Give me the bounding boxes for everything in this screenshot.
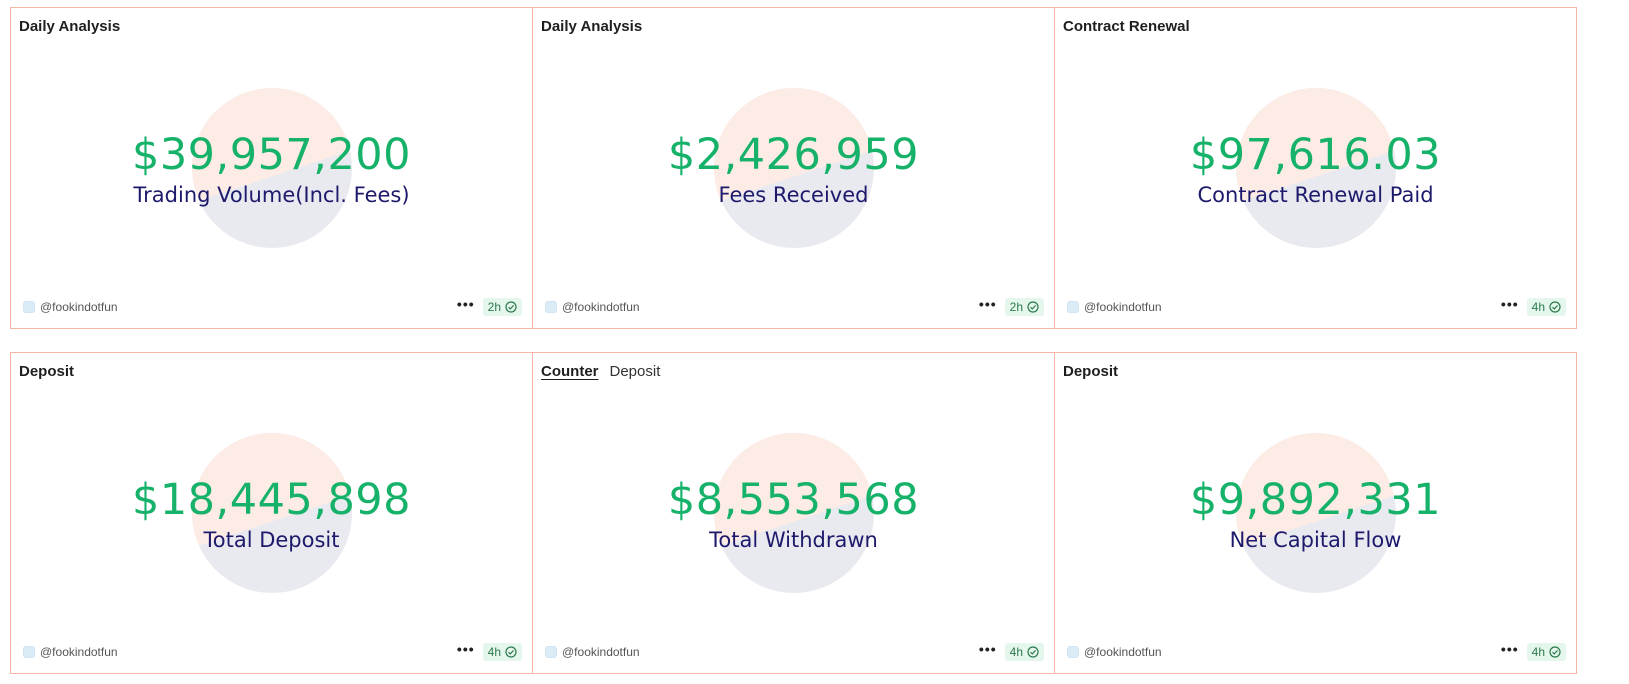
counter-card-total-withdrawn: Counter Deposit $8,553,568 Total Withdra… [532,352,1055,674]
author-link[interactable]: @fookindotfun [1067,645,1162,659]
check-circle-icon [1549,301,1561,313]
card-header: Daily Analysis [541,18,642,35]
counter-label: Contract Renewal Paid [1197,183,1434,207]
counter-card-total-deposit: Deposit $18,445,898 Total Deposit @fooki… [10,352,533,674]
card-header: Deposit [19,363,74,380]
avatar [545,301,557,313]
refresh-badge[interactable]: 2h [482,298,522,316]
card-title: Deposit [19,363,75,380]
card-meta: ••• 2h [978,296,1044,316]
refresh-interval: 2h [487,300,501,314]
card-footer: @fookindotfun ••• 4h [1067,297,1566,317]
check-circle-icon [1549,646,1561,658]
refresh-badge[interactable]: 4h [1004,643,1044,661]
refresh-interval: 4h [1009,645,1023,659]
refresh-badge[interactable]: 4h [1526,298,1566,316]
counter-card-net-capital-flow: Deposit $9,892,331 Net Capital Flow @foo… [1054,352,1577,674]
author-name: @fookindotfun [40,300,118,314]
counter: $2,426,959 Fees Received [533,130,1054,208]
card-meta: ••• 4h [978,641,1044,661]
check-circle-icon [505,301,517,313]
card-title: Deposit [1063,363,1119,380]
author-name: @fookindotfun [40,645,118,659]
refresh-badge[interactable]: 2h [1004,298,1044,316]
avatar [1067,301,1079,313]
check-circle-icon [1027,646,1039,658]
refresh-interval: 4h [1531,645,1545,659]
author-link[interactable]: @fookindotfun [545,300,640,314]
more-horizontal-icon[interactable]: ••• [1500,641,1519,657]
refresh-interval: 4h [487,645,501,659]
card-title: Daily Analysis [19,18,121,35]
author-name: @fookindotfun [562,300,640,314]
counter-label: Net Capital Flow [1229,528,1402,552]
refresh-badge[interactable]: 4h [1526,643,1566,661]
author-link[interactable]: @fookindotfun [1067,300,1162,314]
background-disc-icon [714,88,874,248]
card-meta: ••• 2h [456,296,522,316]
check-circle-icon [505,646,517,658]
card-meta: ••• 4h [1500,641,1566,661]
counter-value: $97,616.03 [1189,130,1442,180]
card-footer: @fookindotfun ••• 4h [23,642,522,662]
background-disc-icon [1236,88,1396,248]
card-meta: ••• 4h [456,641,522,661]
refresh-interval: 2h [1009,300,1023,314]
counter-label: Trading Volume(Incl. Fees) [133,183,410,207]
avatar [23,646,35,658]
refresh-interval: 4h [1531,300,1545,314]
card-footer: @fookindotfun ••• 2h [23,297,522,317]
refresh-badge[interactable]: 4h [482,643,522,661]
card-meta: ••• 4h [1500,296,1566,316]
author-name: @fookindotfun [1084,300,1162,314]
card-title: Daily Analysis [541,18,643,35]
counter-value: $39,957,200 [131,130,412,180]
counter-card-trading-volume: Daily Analysis $39,957,200 Trading Volum… [10,7,533,329]
card-header: Daily Analysis [19,18,120,35]
background-disc-icon [714,433,874,593]
counter: $97,616.03 Contract Renewal Paid [1055,130,1576,208]
card-header: Deposit [1063,363,1118,380]
more-horizontal-icon[interactable]: ••• [1500,296,1519,312]
counter: $39,957,200 Trading Volume(Incl. Fees) [11,130,532,208]
more-horizontal-icon[interactable]: ••• [978,296,997,312]
check-circle-icon [1027,301,1039,313]
more-horizontal-icon[interactable]: ••• [456,296,475,312]
author-link[interactable]: @fookindotfun [23,645,118,659]
avatar [23,301,35,313]
counter-label: Fees Received [718,183,869,207]
author-link[interactable]: @fookindotfun [23,300,118,314]
card-header: Counter Deposit [541,363,660,380]
counter-label: Total Deposit [203,528,340,552]
counter-value: $8,553,568 [667,475,920,525]
card-footer: @fookindotfun ••• 2h [545,297,1044,317]
background-disc-icon [192,88,352,248]
counter-card-fees-received: Daily Analysis $2,426,959 Fees Received … [532,7,1055,329]
author-name: @fookindotfun [1084,645,1162,659]
card-title: Contract Renewal [1063,18,1190,35]
counter-value: $9,892,331 [1189,475,1442,525]
more-horizontal-icon[interactable]: ••• [456,641,475,657]
card-header: Contract Renewal [1063,18,1190,35]
more-horizontal-icon[interactable]: ••• [978,641,997,657]
avatar [1067,646,1079,658]
counter: $18,445,898 Total Deposit [11,475,532,553]
tab-counter[interactable]: Counter [541,363,599,380]
counter-label: Total Withdrawn [709,528,878,552]
tab-deposit[interactable]: Deposit [609,363,661,380]
card-footer: @fookindotfun ••• 4h [545,642,1044,662]
counter: $8,553,568 Total Withdrawn [533,475,1054,553]
counter: $9,892,331 Net Capital Flow [1055,475,1576,553]
card-footer: @fookindotfun ••• 4h [1067,642,1566,662]
counter-card-contract-renewal: Contract Renewal $97,616.03 Contract Ren… [1054,7,1577,329]
counter-value: $2,426,959 [667,130,920,180]
background-disc-icon [1236,433,1396,593]
author-name: @fookindotfun [562,645,640,659]
avatar [545,646,557,658]
author-link[interactable]: @fookindotfun [545,645,640,659]
counter-value: $18,445,898 [131,475,412,525]
background-disc-icon [192,433,352,593]
